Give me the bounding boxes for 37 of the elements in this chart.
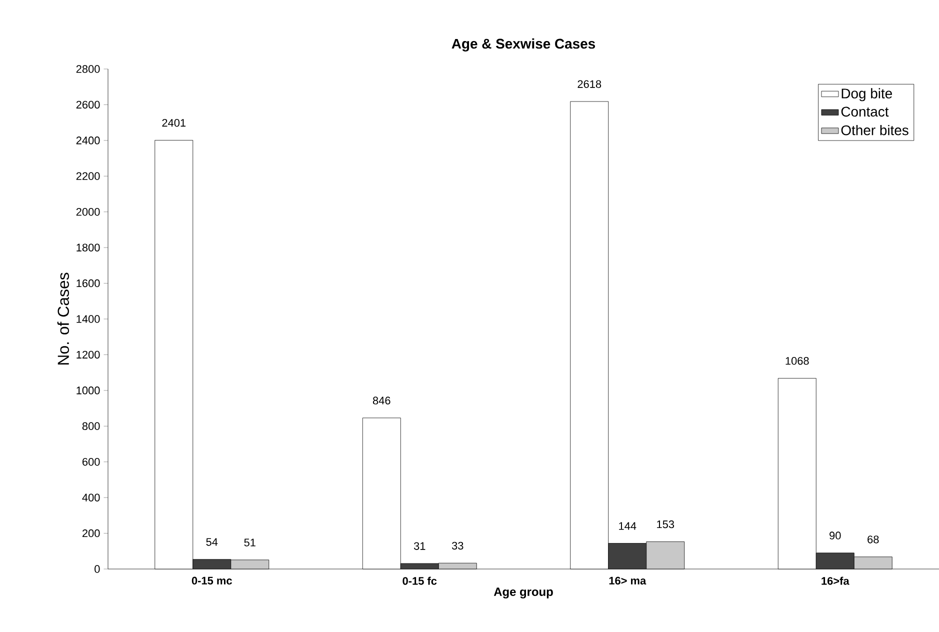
data-label: 68 — [868, 536, 879, 544]
x-tick-label: 16> ma — [609, 576, 646, 585]
x-axis-title: Age group — [494, 588, 553, 598]
y-tick-label: 400 — [82, 494, 100, 502]
x-tick-label: 16>fa — [822, 576, 850, 585]
data-label: 31 — [414, 542, 426, 550]
y-tick-label: 1000 — [76, 386, 100, 394]
y-tick-label: 0 — [94, 565, 100, 573]
data-label: 1068 — [786, 357, 809, 365]
data-label: 51 — [244, 538, 256, 546]
y-tick-label: 1400 — [76, 315, 100, 323]
y-tick-label: 2800 — [76, 65, 100, 73]
y-tick-label: 2400 — [76, 136, 100, 144]
x-tick-label: 0-15 mc — [192, 576, 232, 585]
data-label: 153 — [657, 520, 674, 528]
y-tick-label: 2000 — [76, 208, 100, 216]
data-label: 90 — [830, 532, 841, 540]
data-label: 54 — [206, 538, 218, 546]
legend-label: Contact — [841, 106, 889, 117]
y-tick-label: 1600 — [76, 279, 100, 288]
y-tick-label: 2600 — [76, 100, 100, 109]
data-label: 846 — [372, 396, 390, 404]
legend-label: Dog bite — [842, 88, 892, 102]
y-tick-label: 800 — [82, 422, 100, 430]
data-label: 144 — [619, 522, 636, 530]
y-tick-label: 2200 — [76, 172, 100, 180]
y-tick-label: 200 — [82, 529, 100, 538]
y-tick-label: 600 — [82, 458, 100, 466]
chart-title: Age & Sexwise Cases — [452, 38, 596, 52]
legend-label: Other bites — [841, 124, 908, 136]
y-axis-title: No. of Cases — [57, 272, 70, 364]
y-tick-label: 1800 — [76, 244, 100, 252]
data-label: 2401 — [162, 118, 186, 127]
data-label: 33 — [452, 542, 464, 550]
y-tick-label: 1200 — [76, 350, 100, 359]
data-label: 2618 — [578, 80, 602, 88]
x-tick-label: 0-15 fc — [402, 576, 437, 585]
